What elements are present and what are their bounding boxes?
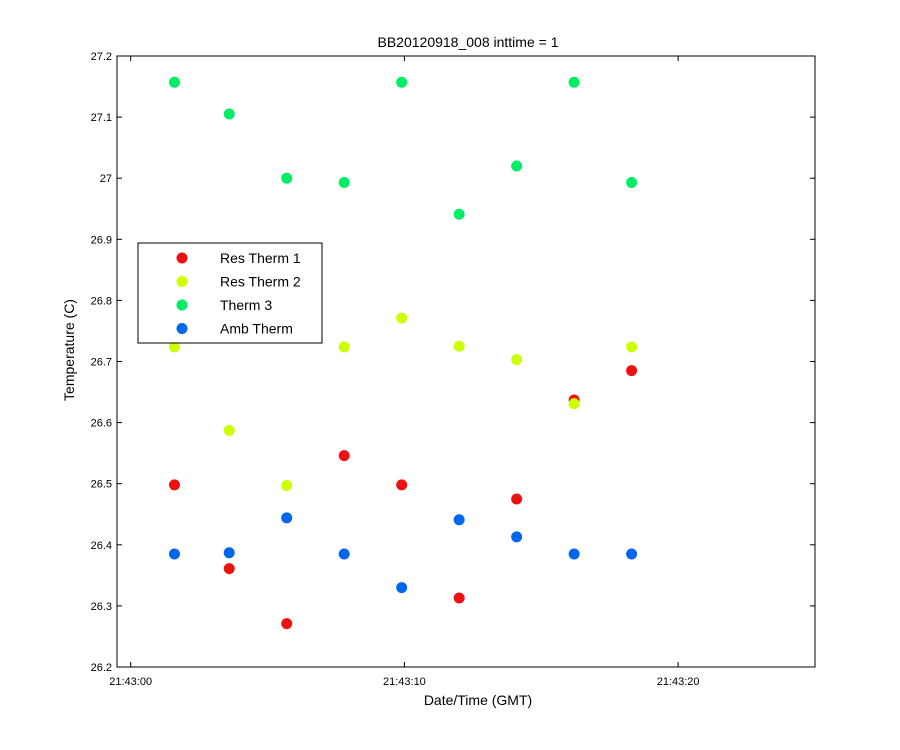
data-point-series-4 — [626, 548, 638, 560]
data-point-series-3 — [568, 76, 580, 88]
chart-title: BB20120918_008 inttime = 1 — [378, 34, 559, 50]
legend-marker — [176, 276, 188, 287]
legend-marker — [176, 299, 188, 311]
data-point-series-3 — [338, 176, 350, 188]
data-points — [168, 76, 638, 630]
plot-area — [116, 55, 816, 668]
data-point-series-2 — [281, 480, 293, 492]
data-point-series-1 — [223, 563, 235, 575]
data-point-series-1 — [168, 479, 180, 491]
data-point-series-3 — [281, 172, 293, 184]
y-tick-label: 27.2 — [91, 51, 112, 63]
data-point-series-4 — [511, 531, 523, 543]
y-tick-label: 27 — [100, 173, 112, 185]
legend-marker — [176, 323, 188, 334]
data-point-series-3 — [223, 108, 235, 120]
data-point-series-1 — [511, 493, 523, 505]
legend: Res Therm 1 Res Therm 2 Therm 3 Amb Therm — [137, 242, 323, 344]
data-point-series-4 — [338, 548, 350, 560]
data-point-series-2 — [453, 340, 465, 352]
y-tick-label: 26.2 — [91, 662, 112, 674]
data-point-series-4 — [396, 582, 408, 594]
y-tick-label: 26.3 — [91, 601, 112, 613]
x-axis: 21:43:00 21:43:10 21:43:20 — [109, 56, 700, 688]
data-point-series-1 — [626, 365, 638, 377]
data-point-series-2 — [223, 425, 235, 437]
y-tick-label: 26.9 — [91, 234, 112, 246]
data-point-series-1 — [338, 450, 350, 462]
y-tick-label: 26.8 — [91, 295, 112, 307]
y-tick-label: 26.4 — [91, 540, 112, 552]
legend-label: Res Therm 1 — [220, 250, 301, 266]
x-tick-label: 21:43:10 — [383, 676, 426, 688]
data-point-series-4 — [281, 512, 293, 524]
legend-items: Res Therm 1 Res Therm 2 Therm 3 Amb Therm — [176, 250, 301, 337]
data-point-series-2 — [338, 341, 350, 353]
data-point-series-1 — [453, 592, 465, 604]
y-tick-label: 26.5 — [91, 479, 112, 491]
legend-box — [137, 242, 323, 344]
legend-label: Res Therm 2 — [220, 274, 301, 290]
data-point-series-1 — [396, 479, 408, 491]
data-point-series-1 — [281, 618, 293, 630]
data-point-series-2 — [511, 354, 523, 366]
legend-marker — [176, 252, 188, 264]
y-tick-label: 26.7 — [91, 357, 112, 369]
data-point-series-3 — [511, 160, 523, 172]
data-point-series-2 — [168, 341, 180, 353]
data-point-series-3 — [396, 76, 408, 88]
x-tick-label: 21:43:20 — [657, 676, 700, 688]
data-point-series-4 — [168, 548, 180, 560]
data-point-series-3 — [626, 176, 638, 188]
y-axis: 26.2 26.3 26.4 26.5 26.6 26.7 26.8 26.9 27 27.1 27… — [91, 51, 815, 674]
data-point-series-4 — [223, 547, 235, 559]
x-tick-label: 21:43:00 — [109, 676, 152, 688]
data-point-series-3 — [168, 76, 180, 88]
data-point-series-2 — [568, 398, 580, 410]
data-point-series-2 — [626, 341, 638, 353]
data-point-series-2 — [396, 312, 408, 324]
x-axis-title: Date/Time (GMT) — [424, 692, 532, 708]
legend-label: Amb Therm — [220, 321, 293, 337]
legend-label: Therm 3 — [220, 297, 272, 313]
data-point-series-3 — [453, 208, 465, 220]
y-tick-label: 26.6 — [91, 418, 112, 430]
data-point-series-4 — [453, 514, 465, 526]
y-axis-title: Temperature (C) — [61, 299, 77, 401]
y-tick-label: 27.1 — [91, 112, 112, 124]
data-point-series-4 — [568, 548, 580, 560]
